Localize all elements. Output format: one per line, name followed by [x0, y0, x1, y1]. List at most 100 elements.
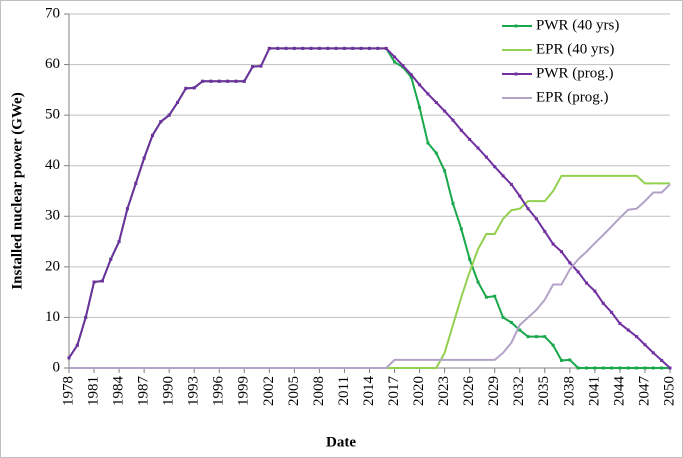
x-tick-label: 2023: [436, 376, 452, 406]
legend-label: PWR (prog.): [536, 65, 614, 81]
legend-marker: [514, 24, 518, 28]
series-marker: [167, 113, 171, 117]
series-marker: [226, 79, 230, 83]
x-tick-label: 2041: [586, 376, 602, 406]
series-marker: [217, 79, 221, 83]
series-marker: [326, 46, 330, 50]
x-tick-label: 2011: [336, 376, 352, 405]
series-marker: [418, 106, 422, 110]
series-marker: [109, 257, 113, 261]
x-tick-label: 1993: [186, 376, 202, 406]
series-marker: [493, 294, 497, 298]
x-tick-label: 2002: [261, 376, 277, 406]
x-tick-label: 2035: [536, 376, 552, 406]
series-marker: [568, 261, 572, 265]
series-marker: [509, 320, 513, 324]
series-marker: [543, 229, 547, 233]
series-marker: [443, 109, 447, 113]
series-marker: [476, 146, 480, 150]
series-marker: [526, 207, 530, 211]
series-marker: [117, 240, 121, 244]
x-tick-label: 2050: [661, 376, 677, 406]
series-marker: [518, 328, 522, 332]
series-marker: [317, 46, 321, 50]
series-marker: [384, 46, 388, 50]
series-marker: [159, 120, 163, 124]
series-marker: [192, 86, 196, 90]
series-marker: [476, 280, 480, 284]
series-marker: [593, 366, 597, 370]
series-marker: [267, 46, 271, 50]
y-tick-label: 70: [45, 5, 60, 21]
series-marker: [276, 46, 280, 50]
x-tick-label: 2017: [386, 376, 402, 407]
series-marker: [426, 141, 430, 145]
y-tick-label: 10: [45, 309, 60, 325]
series-marker: [242, 79, 246, 83]
series-marker: [651, 351, 655, 355]
series-marker: [568, 358, 572, 362]
series-marker: [660, 366, 664, 370]
series-marker: [509, 182, 513, 186]
series-marker: [459, 128, 463, 132]
series-marker: [518, 194, 522, 198]
series-marker: [259, 64, 263, 68]
series-marker: [501, 315, 505, 319]
series-marker: [309, 46, 313, 50]
series-marker: [643, 366, 647, 370]
y-tick-label: 60: [45, 56, 60, 72]
series-marker: [401, 64, 405, 68]
series-marker: [184, 86, 188, 90]
series-marker: [610, 310, 614, 314]
series-marker: [150, 133, 154, 137]
series-marker: [451, 118, 455, 122]
series-marker: [426, 92, 430, 96]
x-tick-label: 1990: [161, 376, 177, 406]
series-marker: [635, 366, 639, 370]
x-tick-label: 1987: [136, 376, 152, 407]
series-marker: [618, 321, 622, 325]
series-marker: [459, 227, 463, 231]
series-marker: [534, 335, 538, 339]
series-marker: [618, 366, 622, 370]
y-tick-label: 20: [45, 258, 60, 274]
series-marker: [484, 155, 488, 159]
y-axis-label: Installed nuclear power (GWe): [9, 92, 25, 289]
x-tick-label: 1978: [60, 376, 76, 406]
series-marker: [434, 101, 438, 104]
series-marker: [67, 356, 71, 360]
series-marker: [443, 169, 447, 173]
x-tick-label: 2038: [561, 376, 577, 406]
x-tick-label: 2029: [486, 376, 502, 406]
series-marker: [125, 207, 129, 211]
legend-label: EPR (prog.): [536, 89, 609, 105]
series-marker: [209, 79, 213, 83]
legend-marker: [514, 72, 518, 76]
x-tick-label: 2026: [461, 376, 477, 407]
series-marker: [284, 46, 288, 50]
series-marker: [359, 46, 363, 50]
series-marker: [585, 366, 589, 370]
series-marker: [368, 46, 371, 50]
series-marker: [75, 343, 79, 347]
series-marker: [376, 46, 380, 50]
series-marker: [601, 301, 605, 305]
series-marker: [84, 315, 88, 319]
series-marker: [493, 165, 497, 169]
x-axis-label: Date: [326, 434, 356, 450]
series-marker: [576, 366, 580, 370]
series-marker: [551, 242, 555, 246]
series-marker: [593, 289, 597, 293]
y-tick-label: 40: [45, 157, 60, 173]
series-marker: [501, 174, 505, 178]
series-marker: [626, 366, 630, 370]
x-tick-label: 2005: [286, 376, 302, 406]
x-tick-label: 2032: [511, 376, 527, 406]
series-marker: [409, 75, 413, 79]
series-marker: [434, 151, 438, 155]
x-tick-label: 2044: [611, 376, 627, 407]
series-marker: [342, 46, 346, 50]
series-marker: [134, 181, 138, 185]
